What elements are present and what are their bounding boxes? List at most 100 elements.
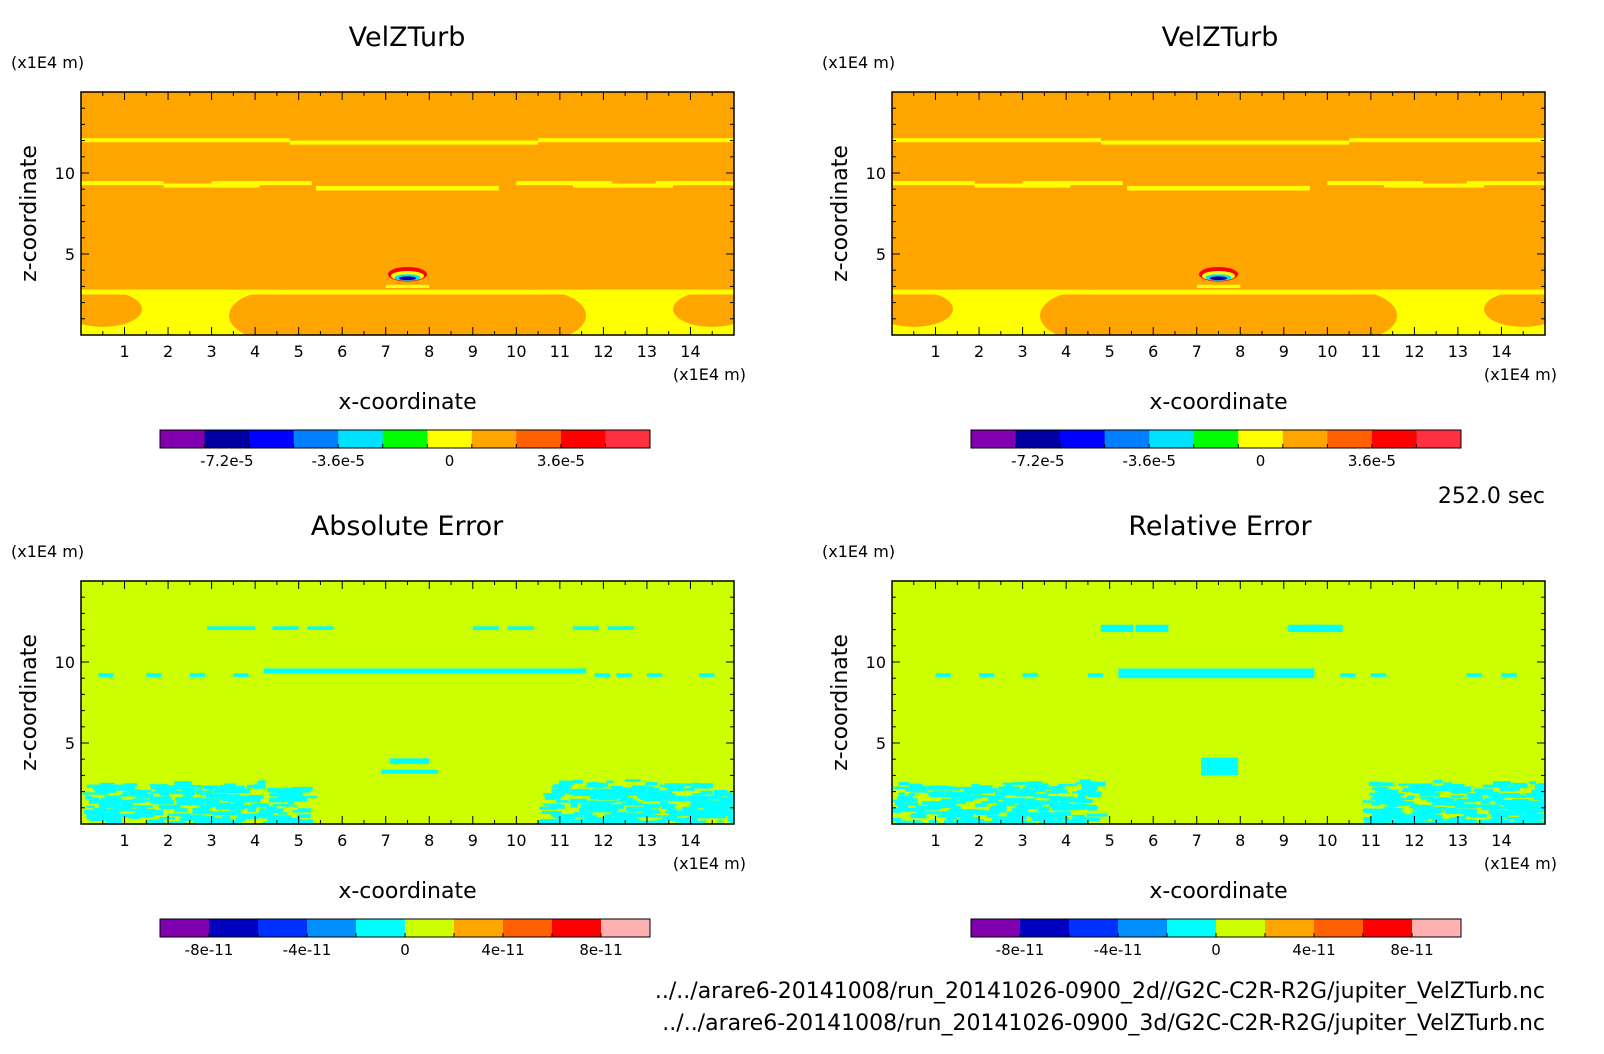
speckle — [210, 817, 221, 822]
colorbar-swatch — [1363, 919, 1413, 937]
speckle — [954, 800, 966, 804]
speckle — [218, 818, 234, 823]
band-middle — [1127, 185, 1310, 191]
speckle — [216, 805, 233, 810]
speckle — [173, 821, 186, 824]
speckle — [981, 801, 994, 804]
x-tick-label: 5 — [1105, 342, 1115, 361]
speckle — [103, 815, 121, 820]
speckle — [643, 805, 652, 810]
speckle — [144, 799, 160, 802]
speckle — [86, 805, 95, 809]
speckle — [924, 787, 946, 791]
speckle — [125, 808, 142, 812]
field-background — [892, 581, 1545, 824]
speckle — [595, 806, 613, 810]
speckle — [1445, 811, 1466, 815]
speckle — [542, 822, 552, 824]
speckle — [1372, 795, 1385, 799]
speckle — [121, 802, 133, 806]
x-tick-label: 3 — [1018, 831, 1028, 850]
colorbar-swatch — [560, 430, 606, 448]
speckle — [558, 780, 569, 786]
speckle — [1375, 782, 1394, 787]
x-tick-label: 8 — [1235, 342, 1245, 361]
band-fragment — [1087, 673, 1104, 677]
colorbar-swatch — [427, 430, 473, 448]
speckle — [251, 803, 270, 808]
x-tick-label: 10 — [506, 831, 526, 850]
x-tick-label: 14 — [1491, 831, 1511, 850]
speckle — [1539, 798, 1545, 802]
speckle — [89, 818, 109, 821]
speckle — [242, 815, 253, 820]
speckle — [1518, 815, 1530, 819]
speckle — [1433, 779, 1443, 783]
speckle — [1376, 801, 1395, 804]
chart-title: VelZTurb — [1162, 22, 1279, 53]
speckle — [1382, 813, 1400, 817]
speckle — [541, 811, 562, 814]
speckle — [705, 807, 725, 811]
speckle — [897, 821, 907, 824]
x-tick-label: 1 — [930, 831, 940, 850]
speckle — [908, 792, 915, 796]
speckle — [606, 780, 614, 783]
speckle — [1430, 809, 1442, 813]
speckle — [1478, 804, 1501, 808]
speckle — [1371, 802, 1381, 806]
x-tick-label: 6 — [1148, 342, 1158, 361]
speckle — [644, 803, 661, 809]
speckle — [898, 792, 906, 796]
speckle — [703, 783, 714, 789]
speckle — [1426, 798, 1440, 803]
band-fragment — [98, 673, 114, 677]
speckle — [114, 808, 133, 811]
speckle — [586, 809, 606, 813]
speckle — [924, 806, 940, 811]
speckle — [573, 792, 582, 796]
speckle — [543, 793, 557, 796]
speckle — [278, 812, 288, 815]
colorbar-label: 0 — [400, 941, 410, 959]
speckle — [1364, 821, 1384, 824]
speckle — [1049, 803, 1067, 807]
speckle — [1039, 811, 1050, 816]
speckle — [959, 814, 968, 819]
x-tick-label: 3 — [207, 342, 217, 361]
speckle — [1030, 804, 1038, 807]
speckle — [912, 814, 926, 818]
speckle — [82, 792, 98, 795]
footer-line-2: ../../arare6-20141008/run_20141026-0900_… — [662, 1011, 1545, 1036]
speckle — [1498, 784, 1509, 789]
speckle — [586, 817, 607, 821]
speckle — [907, 822, 918, 824]
speckle — [899, 798, 918, 803]
colorbar-swatch — [1265, 919, 1315, 937]
speckle — [195, 784, 203, 789]
speckle — [580, 804, 591, 808]
speckle — [192, 810, 213, 815]
speckle — [200, 805, 213, 809]
speckle — [1473, 788, 1494, 793]
colorbar-label: -3.6e-5 — [1122, 452, 1175, 470]
speckle — [170, 791, 186, 795]
x-tick-label: 7 — [1192, 831, 1202, 850]
speckle — [235, 817, 246, 822]
speckle — [215, 807, 225, 810]
x-tick-label: 3 — [1018, 342, 1028, 361]
speckle — [556, 800, 569, 803]
speckle — [1452, 817, 1466, 821]
speckle — [86, 784, 107, 788]
speckle — [182, 792, 194, 797]
speckle — [258, 810, 280, 814]
speckle — [1503, 803, 1524, 809]
speckle — [247, 784, 259, 789]
speckle — [113, 813, 129, 818]
colorbar-swatch — [1327, 430, 1373, 448]
speckle — [1043, 817, 1054, 822]
speckle — [1432, 801, 1452, 806]
